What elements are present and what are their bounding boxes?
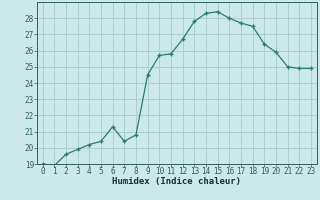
X-axis label: Humidex (Indice chaleur): Humidex (Indice chaleur) — [112, 177, 241, 186]
